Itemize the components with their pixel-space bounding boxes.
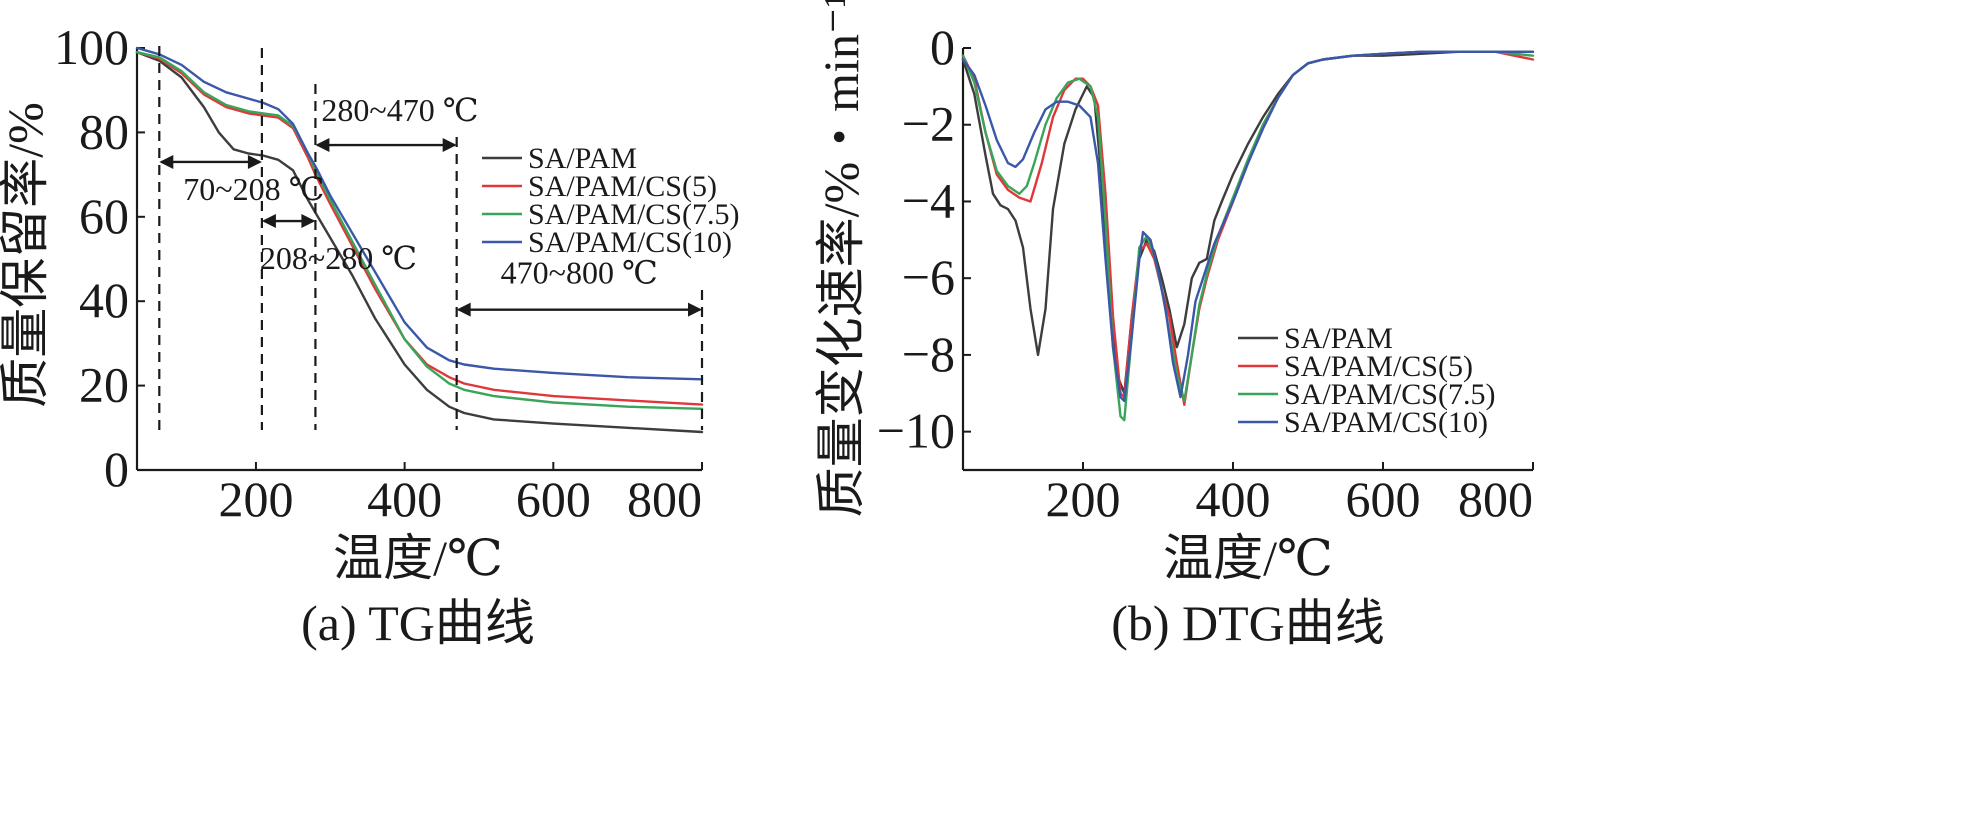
tg-y-tick-label: 60 — [79, 188, 129, 244]
tg-x-axis-title: 温度/℃ — [333, 530, 503, 586]
tg-range-arrow-head-right — [301, 214, 316, 229]
dtg-x-axis-title: 温度/℃ — [1163, 530, 1333, 586]
tg-range-label: 280~470 ℃ — [321, 92, 478, 128]
tg-chart: 质量保留率/% 温度/℃ (a) TG曲线 200 400 600 800 0 20 40 6… — [0, 19, 739, 651]
tg-range-arrow-head-left — [456, 302, 471, 317]
dtg-y-axis-title: 质量变化速率/%・min⁻¹ — [813, 0, 869, 517]
dtg-series-line — [961, 50, 1535, 403]
tg-range-arrow-head-left — [315, 138, 330, 153]
tg-range-label: 470~800 ℃ — [501, 255, 658, 291]
tg-series-line — [135, 51, 704, 406]
dtg-x-tick-label: 200 — [1046, 471, 1121, 527]
dtg-legend-label: SA/PAM/CS(10) — [1284, 406, 1488, 439]
dtg-caption: (b) DTG曲线 — [1111, 595, 1385, 651]
tg-legend-label: SA/PAM/CS(7.5) — [528, 198, 739, 231]
dtg-legend-label: SA/PAM — [1284, 322, 1393, 355]
tg-series-line — [135, 51, 704, 410]
tg-y-tick-label: 0 — [104, 441, 129, 497]
dtg-y-tick-label: −10 — [877, 403, 955, 459]
tg-y-tick-label: 20 — [79, 357, 129, 413]
tg-y-axis-title: 质量保留率/% — [0, 102, 53, 408]
dtg-y-tick-label: −2 — [902, 96, 955, 152]
dtg-x-tick-label: 400 — [1196, 471, 1271, 527]
dtg-y-tick-label: −4 — [902, 172, 955, 228]
tg-range-arrow-head-right — [688, 302, 702, 317]
tg-legend-label: SA/PAM — [528, 142, 637, 175]
dtg-y-tick-label: −6 — [902, 249, 955, 305]
tg-legend-label: SA/PAM/CS(10) — [528, 226, 732, 259]
dtg-y-tick-label: 0 — [930, 19, 955, 75]
tg-x-tick-label: 600 — [516, 471, 591, 527]
tg-range-arrow-head-right — [247, 154, 262, 169]
tg-range-arrow-head-left — [261, 214, 276, 229]
dtg-y-tick-label: −8 — [902, 326, 955, 382]
tg-range-label: 70~208 ℃ — [183, 171, 324, 207]
tg-caption: (a) TG曲线 — [301, 595, 535, 651]
tg-range-label: 208~280 ℃ — [260, 240, 417, 276]
tg-range-arrow-head-right — [442, 138, 457, 153]
dtg-legend-label: SA/PAM/CS(5) — [1284, 350, 1473, 383]
tg-x-tick-label: 200 — [218, 471, 293, 527]
tg-y-tick-label: 40 — [79, 272, 129, 328]
tg-x-tick-label: 800 — [627, 471, 702, 527]
tg-legend-label: SA/PAM/CS(5) — [528, 170, 717, 203]
dtg-x-tick-label: 800 — [1458, 471, 1533, 527]
tg-range-arrow-head-left — [159, 154, 174, 169]
tg-x-tick-label: 400 — [367, 471, 442, 527]
dtg-chart: 质量变化速率/%・min⁻¹ 温度/℃ (b) DTG曲线 200 400 600 8… — [813, 0, 1535, 651]
tg-series-line — [135, 46, 704, 381]
tg-y-tick-label: 100 — [54, 19, 129, 75]
dtg-x-tick-label: 600 — [1346, 471, 1421, 527]
tg-y-tick-label: 80 — [79, 103, 129, 159]
dtg-legend-label: SA/PAM/CS(7.5) — [1284, 378, 1495, 411]
dtg-series-line — [961, 50, 1535, 395]
